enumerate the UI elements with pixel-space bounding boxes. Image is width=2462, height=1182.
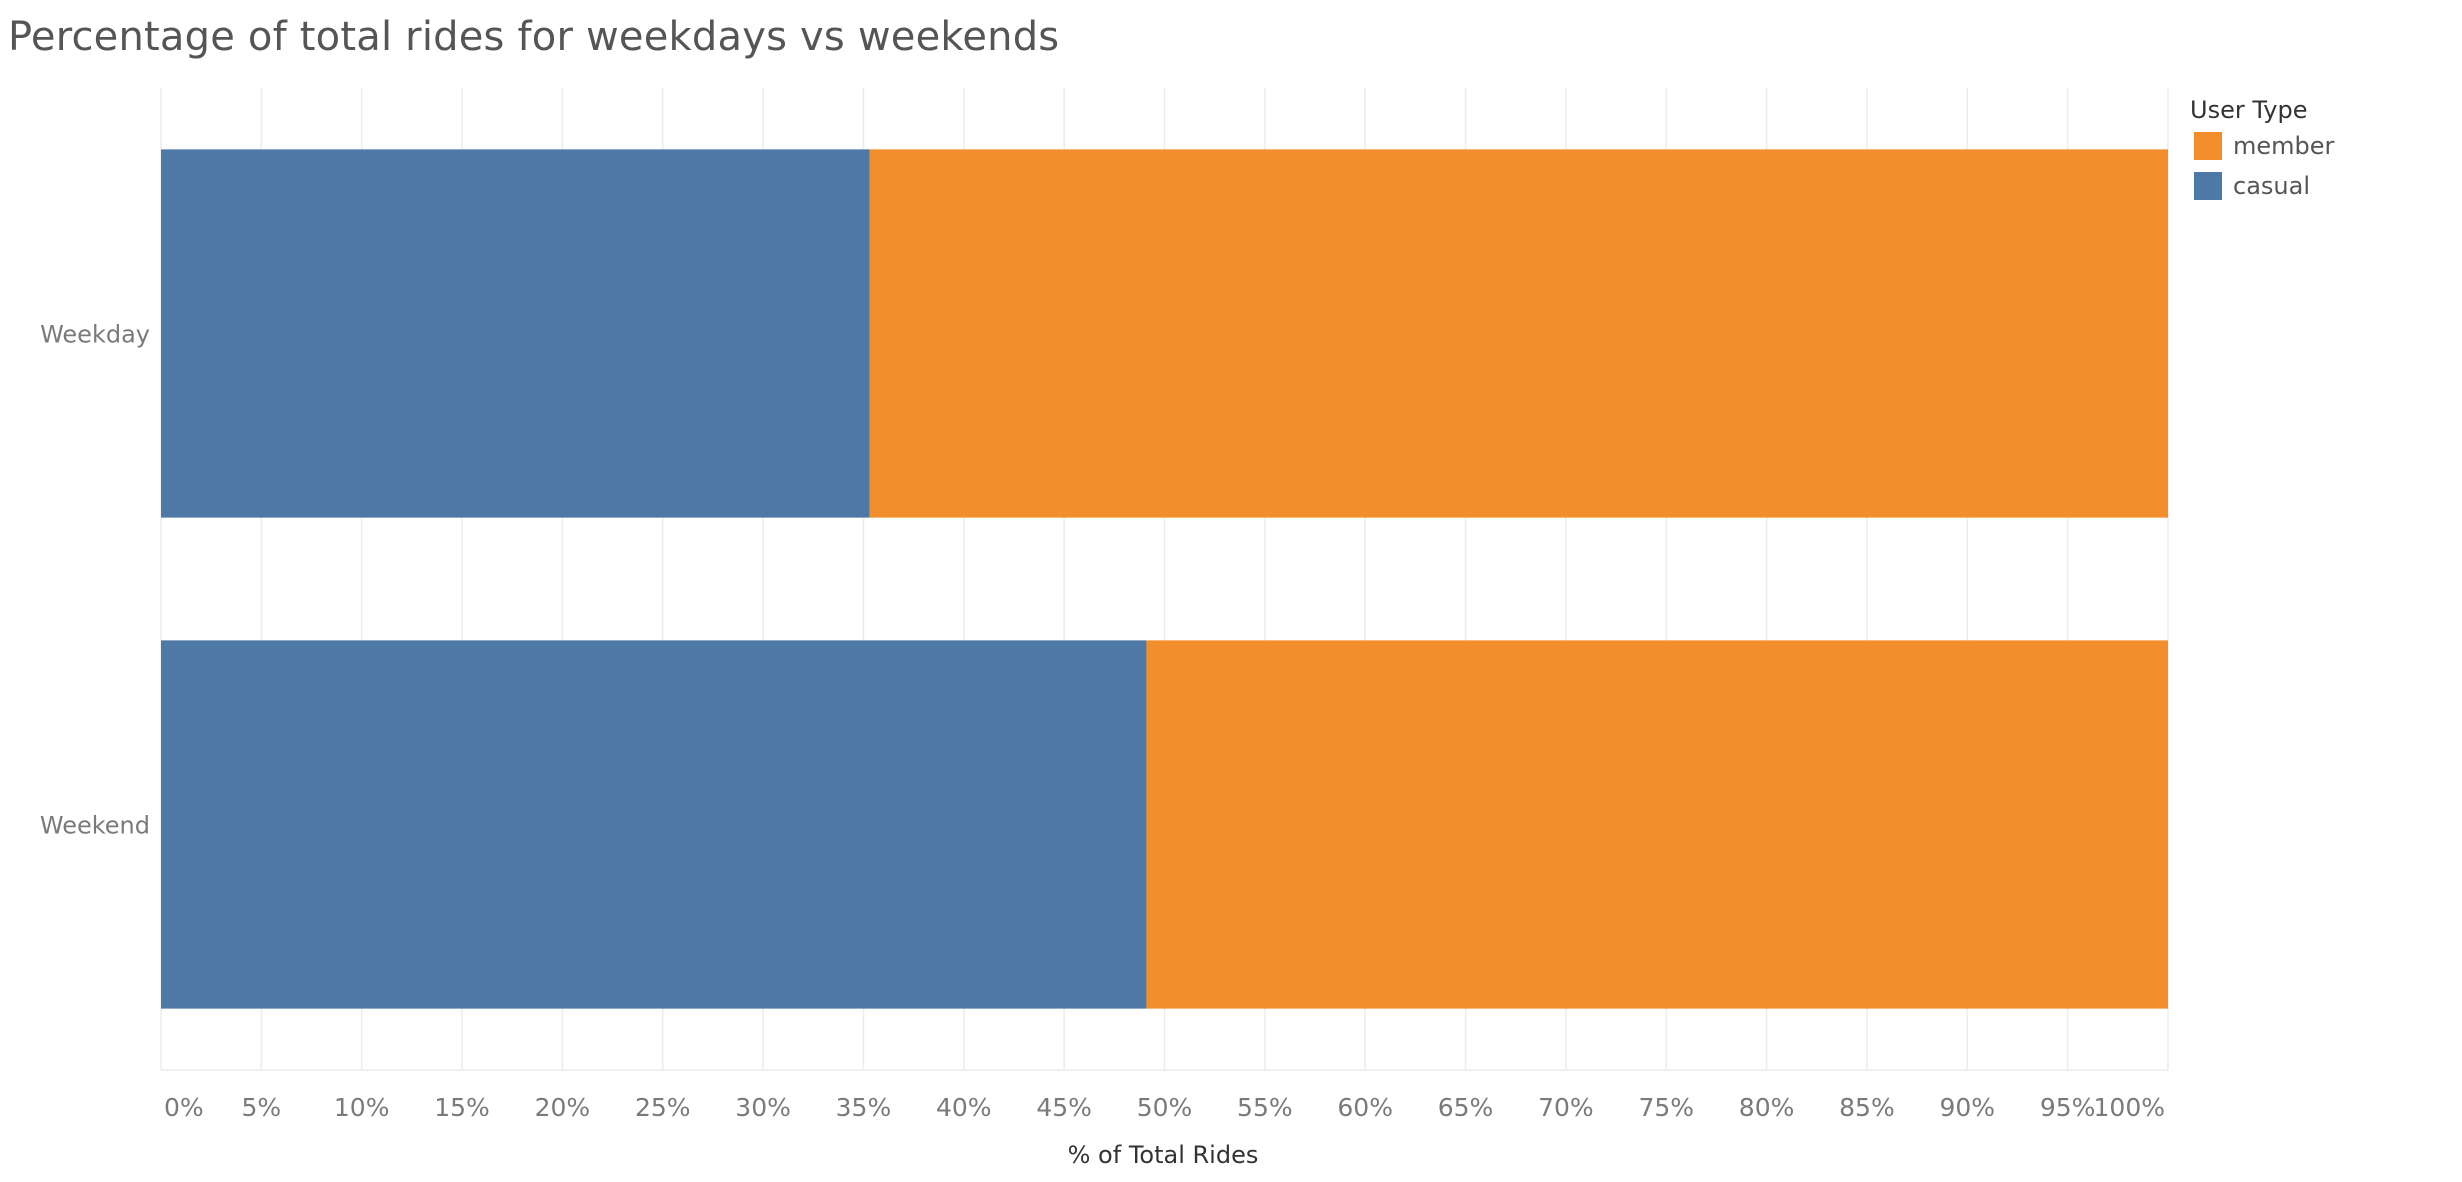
x-axis-title: % of Total Rides <box>1068 1141 1259 1169</box>
bar-member-weekend[interactable] <box>1146 640 2168 1009</box>
x-tick-label: 90% <box>1940 1093 1996 1122</box>
x-tick-label: 20% <box>535 1093 591 1122</box>
x-tick-label: 70% <box>1538 1093 1594 1122</box>
x-tick-label: 65% <box>1438 1093 1494 1122</box>
x-tick-label: 95% <box>2040 1093 2096 1122</box>
bars <box>161 149 2169 1009</box>
x-tick-label: 15% <box>434 1093 490 1122</box>
legend-label-casual[interactable]: casual <box>2233 172 2310 200</box>
x-tick-label: 30% <box>735 1093 791 1122</box>
x-tick-label: 5% <box>242 1093 282 1122</box>
x-tick-label: 40% <box>936 1093 992 1122</box>
legend-swatch-member[interactable] <box>2194 132 2222 160</box>
legend-title: User Type <box>2190 96 2307 124</box>
x-tick-label: 35% <box>836 1093 892 1122</box>
bar-member-weekday[interactable] <box>869 149 2169 518</box>
x-tick-label: 45% <box>1036 1093 1092 1122</box>
x-tick-label: 0% <box>164 1093 204 1122</box>
category-label: Weekday <box>40 321 150 349</box>
x-tick-label: 75% <box>1638 1093 1694 1122</box>
x-tick-label: 50% <box>1137 1093 1193 1122</box>
bar-casual-weekday[interactable] <box>161 149 870 518</box>
category-label: Weekend <box>40 812 150 840</box>
x-tick-label: 10% <box>334 1093 390 1122</box>
bar-casual-weekend[interactable] <box>161 640 1147 1009</box>
legend-label-member[interactable]: member <box>2233 132 2335 160</box>
x-axis-ticks: 0% 5% 10% 15% 20% 25% 30% 35% 40% 45% 50% 55% 60% 65%… <box>164 1093 2165 1122</box>
chart-title: Percentage of total rides for weekdays v… <box>8 14 1060 60</box>
x-tick-label: 85% <box>1839 1093 1895 1122</box>
x-tick-label: 60% <box>1337 1093 1393 1122</box>
legend-swatch-casual[interactable] <box>2194 172 2222 200</box>
legend[interactable]: User Type member casual <box>2190 96 2335 200</box>
x-tick-label: 100% <box>2094 1093 2165 1122</box>
x-tick-label: 80% <box>1739 1093 1795 1122</box>
y-axis-categories: Weekday Weekend <box>40 321 150 840</box>
x-tick-label: 25% <box>635 1093 691 1122</box>
x-tick-label: 55% <box>1237 1093 1293 1122</box>
